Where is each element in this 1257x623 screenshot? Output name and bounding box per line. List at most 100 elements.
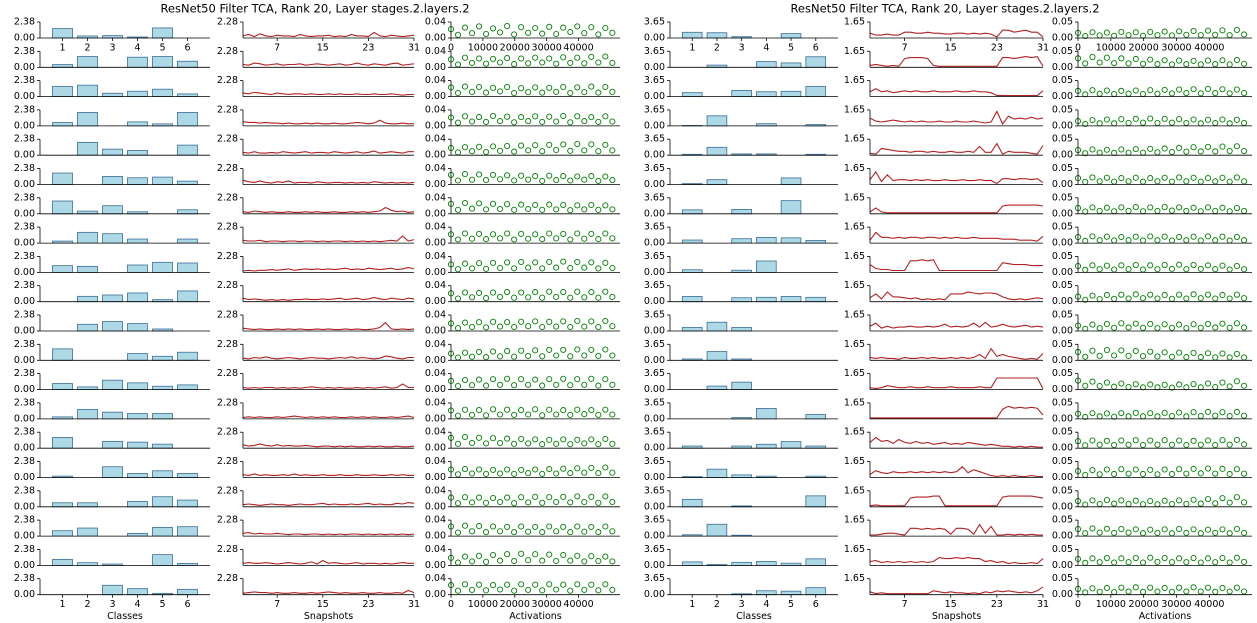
scatter-point	[476, 200, 483, 207]
y-tick-label: 0.00	[14, 443, 35, 454]
scatter-point	[1190, 86, 1197, 93]
y-tick-label: 0.00	[644, 179, 665, 190]
scatter-point	[1233, 378, 1240, 385]
bar	[681, 209, 703, 215]
scatter-point	[609, 59, 616, 66]
scatter-point	[1154, 471, 1161, 478]
scatter-point	[483, 60, 490, 67]
bar	[52, 64, 73, 68]
scatter-point	[1147, 204, 1154, 211]
scatter-point	[1111, 559, 1118, 566]
scatter-point	[1233, 320, 1240, 327]
bar	[780, 441, 802, 449]
y-tick-label: 1.65	[844, 427, 865, 438]
scatter-point	[1082, 150, 1089, 157]
scatter-point	[1147, 115, 1154, 122]
scatter-point	[1233, 408, 1240, 415]
scatter-point	[497, 147, 504, 154]
bar	[52, 265, 73, 273]
scatter-point	[497, 176, 504, 183]
bar	[102, 411, 123, 420]
x-axis-label: Snapshots	[932, 611, 981, 622]
y-tick-label: 1.65	[844, 485, 865, 496]
y-tick-label: 0.00	[425, 413, 446, 424]
scatter-point	[1168, 559, 1175, 566]
y-tick-label: 0.00	[14, 238, 35, 249]
line	[869, 55, 1044, 67]
line	[242, 355, 414, 360]
x-tick-label: 15	[945, 599, 957, 610]
y-tick-label: 0.00	[14, 33, 35, 44]
x-tick-label: 15	[317, 43, 329, 54]
scatter-point	[1139, 353, 1147, 360]
scatter-point	[1125, 529, 1132, 536]
x-tick-label: 2	[714, 599, 720, 610]
y-tick-label: 2.28	[217, 280, 238, 291]
scatter-point	[1125, 178, 1132, 185]
scatter-point	[518, 289, 525, 296]
bar	[127, 413, 148, 420]
y-tick-label: 0.05	[1052, 339, 1073, 350]
bar	[152, 176, 173, 185]
scatter-point	[1139, 559, 1147, 566]
scatter-point	[1147, 175, 1154, 182]
scatter-point	[574, 84, 581, 91]
scatter-point	[1241, 60, 1248, 67]
scatter-point	[1241, 412, 1248, 419]
scatter-point	[574, 493, 581, 500]
scatter-point	[588, 24, 595, 31]
scatter-point	[567, 177, 574, 184]
scatter-point	[609, 235, 616, 242]
scatter-point	[532, 84, 539, 91]
scatter-point	[1183, 384, 1190, 391]
scatter-point	[1226, 208, 1233, 215]
scatter-point	[609, 118, 616, 125]
scatter-point	[1212, 207, 1219, 214]
x-tick-label: 30000	[532, 43, 562, 54]
y-tick-label: 0.00	[1052, 443, 1073, 454]
scatter-point	[1096, 413, 1103, 420]
scatter-point	[1147, 410, 1154, 417]
scatter-point	[1226, 588, 1233, 595]
scatter-point	[504, 172, 511, 179]
scatter-point	[1132, 291, 1139, 298]
scatter-point	[1154, 325, 1161, 332]
scatter-point	[581, 235, 588, 242]
y-tick-label: 0.00	[425, 501, 446, 512]
scatter-point	[1125, 90, 1132, 97]
x-tick-label: 3	[739, 43, 745, 54]
scatter-point	[1096, 237, 1103, 244]
scatter-point	[1190, 321, 1197, 328]
y-tick-label: 1.65	[844, 75, 865, 86]
scatter-point	[518, 114, 525, 121]
x-tick-label: 20000	[500, 43, 530, 54]
scatter-point	[532, 231, 539, 238]
scatter-point	[1089, 54, 1096, 61]
y-tick-label: 3.65	[644, 339, 665, 350]
scatter-point	[532, 406, 539, 413]
y-tick-label: 0.00	[14, 179, 35, 190]
scatter-point	[476, 83, 483, 91]
scatter-point	[490, 112, 497, 119]
scatter-point	[1139, 149, 1147, 156]
x-tick-label: 6	[813, 599, 819, 610]
scatter-point	[461, 113, 469, 120]
line	[242, 532, 415, 536]
scatter-point	[1139, 90, 1147, 98]
line	[242, 502, 415, 506]
scatter-point	[1226, 441, 1233, 448]
scatter-point	[1103, 584, 1110, 592]
scatter-point	[574, 406, 581, 413]
scatter-point	[483, 89, 490, 96]
line	[869, 88, 1044, 97]
scatter-point	[1161, 204, 1168, 211]
y-tick-label: 0.00	[644, 33, 665, 44]
scatter-point	[497, 353, 504, 360]
scatter-point	[525, 586, 532, 593]
y-tick-label: 0.00	[1052, 472, 1073, 483]
scatter-point	[1197, 530, 1204, 537]
scatter-point	[1168, 265, 1175, 272]
bar	[756, 561, 777, 566]
scatter-point	[1197, 237, 1204, 244]
scatter-point	[1233, 116, 1240, 123]
